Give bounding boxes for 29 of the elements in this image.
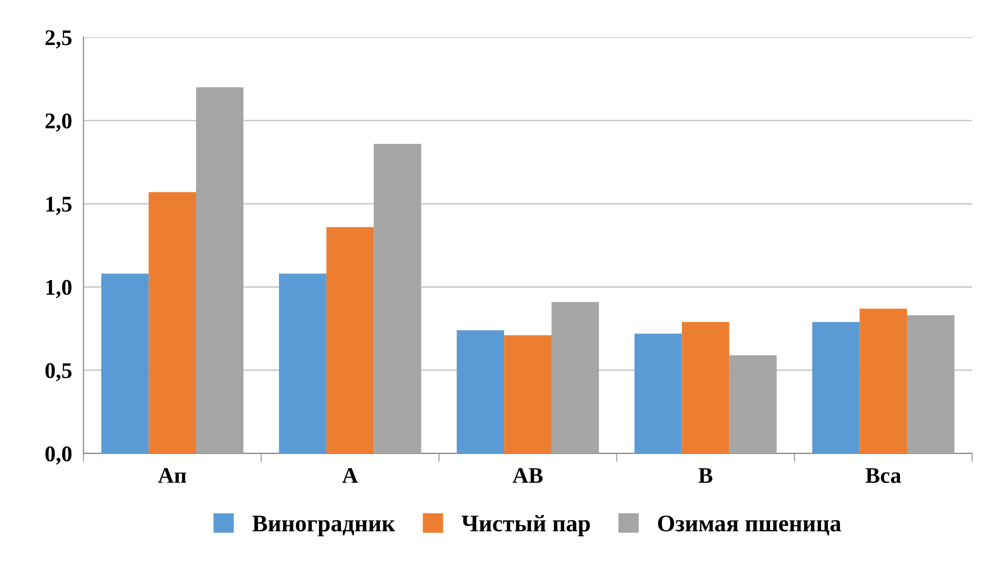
bar (148, 192, 196, 454)
legend-label: Озимая пшеница (658, 516, 842, 536)
x-tick-label: А (342, 468, 358, 483)
y-tick-label: 1,5 (46, 196, 72, 215)
y-tick-label: 0,5 (45, 363, 72, 382)
bar (634, 334, 682, 454)
bar (860, 308, 908, 454)
bar (326, 227, 374, 454)
y-tick-label: 2,5 (46, 30, 72, 48)
bar (374, 144, 422, 454)
legend-label: Чистый пар (462, 514, 590, 536)
y-tick-label: 1,0 (46, 280, 72, 298)
bar (682, 322, 730, 454)
bar (504, 335, 552, 454)
bar (812, 322, 860, 454)
x-tick-label: Вса (866, 468, 902, 483)
bar (456, 330, 504, 454)
bar (196, 87, 244, 454)
y-tick-label: 0,0 (45, 446, 72, 465)
x-tick-label: АВ (512, 468, 543, 483)
bar (101, 274, 149, 454)
bar (552, 302, 599, 454)
bar (907, 315, 954, 454)
bar (278, 274, 326, 454)
legend-label: Виноградник (252, 516, 396, 536)
y-tick-label: 2,0 (46, 113, 72, 132)
x-tick-label: В (698, 468, 712, 483)
bar (729, 355, 777, 454)
x-tick-label: Ап (158, 468, 186, 483)
